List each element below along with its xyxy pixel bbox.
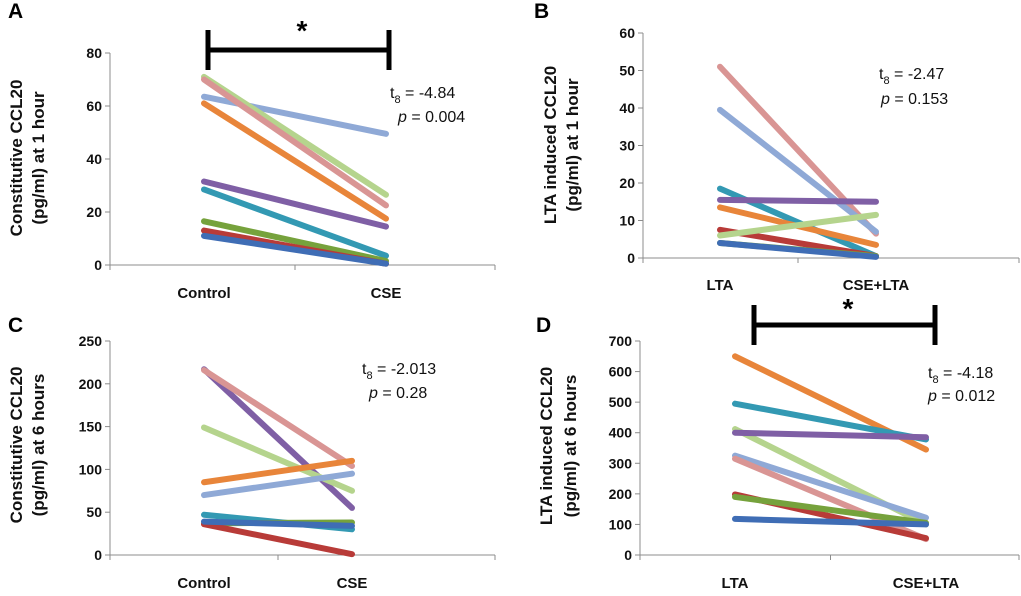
panel-b-ytick-label: 60 [619,25,635,41]
panel-a-p-value: p = 0.004 [397,109,465,126]
panel-b-ytick-label: 10 [619,213,635,229]
panel-b-series-line [717,196,879,205]
panel-d-plot: 0 100 200 300 400 500 600 700 LTA CSE+LTA [609,333,1020,592]
panel-c-p-value: p = 0.28 [368,385,427,402]
panel-c-series-line [201,521,355,558]
panel-d-significance-bracket [751,305,938,345]
panel-c-series-line [201,367,355,469]
panel-d-ytick-label: 200 [609,486,633,502]
panel-a: A Constitutive CCL20 (pg/ml) at 1 hour t… [7,0,465,236]
panel-c-t-stat: t8 = -2.013 [362,361,436,382]
panel-a-label: A [8,0,23,23]
panel-a-plot: 0 20 40 60 80 Control CSE [86,45,496,302]
panel-a-ylabel-line1: Constitutive CCL20 [7,80,26,237]
panel-b-series-line [717,240,879,260]
panel-b-ytick-label: 50 [619,63,635,79]
panel-d-p-value: p = 0.012 [927,388,995,405]
panel-b-ylabel-line2: (pg/ml) at 1 hour [563,78,582,212]
panel-a-t-stat: t8 = -4.84 [390,85,455,106]
panel-a-ytick-label: 0 [94,257,102,273]
panel-c-label: C [8,314,23,337]
panel-c-ytick-label: 100 [79,461,103,477]
panel-d-series-line [732,400,929,443]
panel-d-ylabel-line1: LTA induced CCL20 [537,367,556,525]
panel-a-series-line [201,218,389,265]
panel-a-ytick-label: 80 [86,45,102,61]
panel-a-ylabel-line2: (pg/ml) at 1 hour [29,91,48,225]
panel-c-ytick-label: 0 [94,547,102,563]
panel-d-series-line [732,493,929,526]
panel-b: B LTA induced CCL20 (pg/ml) at 1 hour t8… [534,0,948,224]
panel-a-series-line [201,186,389,259]
panel-b-p-value: p = 0.153 [880,91,948,108]
panel-b-ytick-label: 40 [619,100,635,116]
panel-c-ytick-label: 150 [79,419,103,435]
panel-b-plot: 0 10 20 30 40 50 60 LTA CSE+LTA [619,25,1020,294]
panel-a-series-line [201,73,389,198]
panel-d-series-line [732,429,929,441]
panel-c-series-line [201,470,355,499]
panel-a-series-line [201,232,389,267]
panel-b-ytick-label: 20 [619,175,635,191]
panel-b-category-label: LTA [707,277,734,294]
panel-d-ytick-label: 600 [609,364,633,380]
panel-b-category-label: CSE+LTA [843,277,910,294]
panel-a-significance-star: * [297,15,308,46]
panel-c-series-line [201,518,355,529]
panel-c-ytick-label: 250 [79,333,103,349]
panel-b-series-line [717,106,879,235]
panel-c: C Constitutive CCL20 (pg/ml) at 6 hours … [7,314,436,523]
panel-d-significance-star: * [843,293,854,324]
panel-d: D LTA induced CCL20 (pg/ml) at 6 hours t… [536,293,995,525]
panel-d-label: D [536,314,551,337]
panel-d-series-line [732,452,929,521]
panel-d-ytick-label: 300 [609,455,633,471]
panel-c-series-line [201,366,355,511]
panel-a-ytick-label: 60 [86,98,102,114]
panel-c-series-line [201,457,355,486]
panel-a-series-line [201,178,389,230]
panel-b-label: B [534,0,549,23]
panel-a-category-label: Control [177,285,230,302]
panel-a-series-line [201,100,389,222]
panel-d-category-label: LTA [722,575,749,592]
panel-d-ytick-label: 700 [609,333,633,349]
panel-a-series-line [201,93,389,137]
panel-d-ytick-label: 100 [609,516,633,532]
panel-d-ylabel-line2: (pg/ml) at 6 hours [561,375,580,518]
panel-d-series-line [732,515,929,528]
panel-d-ytick-label: 0 [624,547,632,563]
panel-c-ytick-label: 50 [86,504,102,520]
panel-c-category-label: Control [177,575,230,592]
panel-c-plot: 0 50 100 150 200 250 Control CSE [79,333,496,592]
panel-b-ytick-label: 0 [627,250,635,266]
panel-d-ytick-label: 500 [609,394,633,410]
panel-a-ytick-label: 20 [86,204,102,220]
chart-marks: 0 20 40 60 80 Control CSE 0 10 20 30 40 50 60 LTA CSE+L… [79,25,1020,592]
panel-b-series-line [717,63,879,237]
panel-a-series-line [201,76,389,209]
panel-b-t-stat: t8 = -2.47 [879,66,944,87]
panel-d-t-stat: t8 = -4.18 [928,365,993,386]
panel-b-series-line [717,211,879,239]
panel-b-ytick-label: 30 [619,138,635,154]
panel-c-ytick-label: 200 [79,376,103,392]
panel-c-ylabel-line1: Constitutive CCL20 [7,367,26,524]
panel-a-category-label: CSE [371,285,402,302]
panel-c-category-label: CSE [337,575,368,592]
panel-d-category-label: CSE+LTA [893,575,960,592]
panel-a-ytick-label: 40 [86,151,102,167]
panel-a-significance-bracket [205,30,392,70]
panel-d-ytick-label: 400 [609,425,633,441]
panel-c-ylabel-line2: (pg/ml) at 6 hours [29,374,48,517]
panel-b-ylabel-line1: LTA induced CCL20 [541,66,560,224]
